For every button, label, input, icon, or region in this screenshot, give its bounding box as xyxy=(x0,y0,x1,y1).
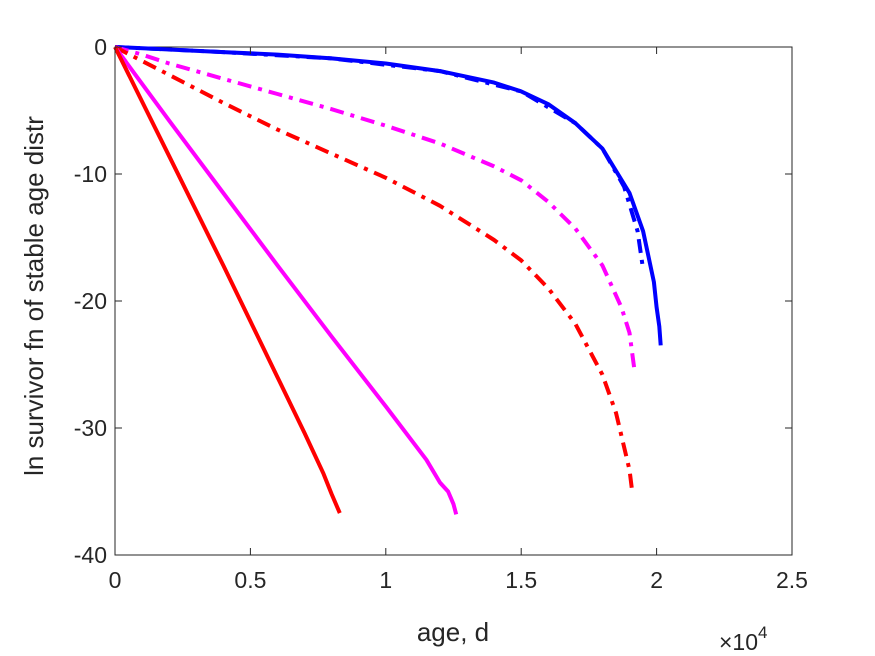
series-line-2 xyxy=(114,45,646,270)
x-tick-label: 2 xyxy=(650,567,663,593)
plot-frame xyxy=(114,46,793,556)
tick-layer: 0 0.5 1 1.5 2 2.5 0 -10 -20 -30 -40 xyxy=(74,34,808,593)
x-tick-label: 0.5 xyxy=(234,567,266,593)
x-tick-label: 1.5 xyxy=(505,567,537,593)
y-tick-label: -40 xyxy=(74,542,107,568)
x-tick-label: 1 xyxy=(379,567,392,593)
series-line-6 xyxy=(113,46,342,514)
x-tick-label: 2.5 xyxy=(776,567,808,593)
series-line-4 xyxy=(114,45,635,492)
plot-area xyxy=(114,46,793,556)
x-axis-label: age, d xyxy=(417,617,489,647)
x-axis-multiplier: ×104 xyxy=(719,623,767,655)
y-tick-label: 0 xyxy=(94,34,107,60)
series-line-3 xyxy=(114,45,637,374)
y-tick-label: -10 xyxy=(74,161,107,187)
series-layer xyxy=(113,45,663,515)
x-tick-label: 0 xyxy=(109,567,122,593)
series-line-5 xyxy=(113,45,459,515)
x-axis-multiplier-exponent: 4 xyxy=(758,623,767,642)
y-tick-label: -20 xyxy=(74,288,107,314)
series-line-1 xyxy=(114,45,663,346)
y-tick-label: -30 xyxy=(74,415,107,441)
y-axis-label: ln survivor fn of stable age distr xyxy=(19,116,49,476)
x-axis-multiplier-base: ×10 xyxy=(719,629,758,655)
